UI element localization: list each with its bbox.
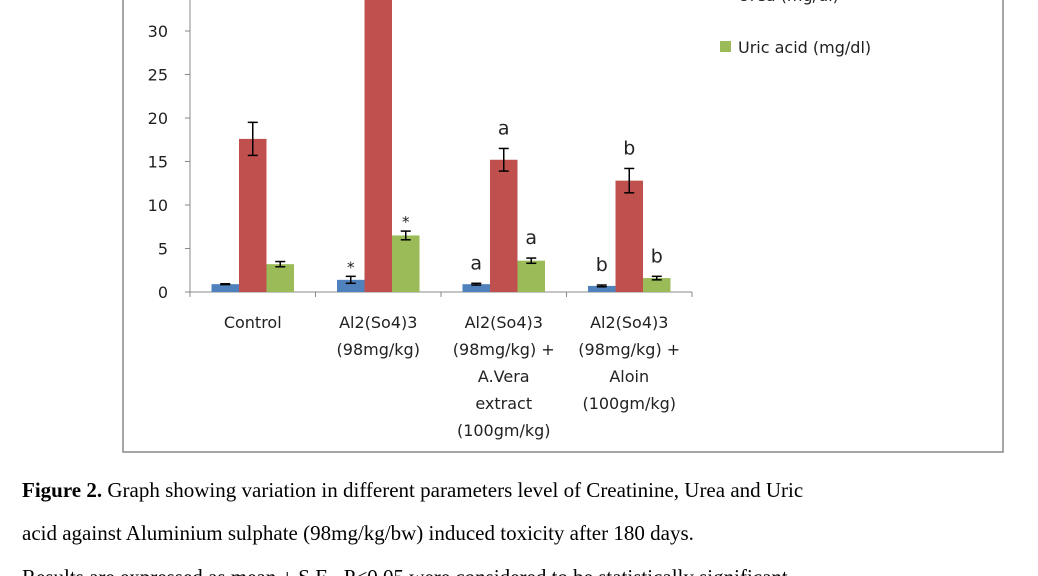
error-bar (624, 167, 635, 194)
x-tick-label: (100gm/kg) (457, 421, 551, 440)
x-tick-label: (98mg/kg) + (453, 340, 555, 359)
y-tick-label: 30 (148, 22, 168, 41)
y-tick-label: 10 (148, 196, 168, 215)
significance-label: * (402, 213, 410, 231)
bar (392, 235, 420, 292)
error-bar (220, 282, 231, 286)
bar (364, 0, 392, 293)
error-bar (247, 121, 258, 157)
y-tick-label: 0 (158, 283, 168, 302)
significance-label: b (623, 137, 635, 159)
x-tick-label: Control (224, 313, 282, 332)
chart-frame (122, 0, 1004, 453)
x-tick-label: Al2(So4)3 (465, 313, 543, 332)
caption-label: Figure 2. (22, 478, 102, 502)
significance-label: * (347, 258, 355, 276)
x-tick-label: (100gm/kg) (582, 394, 676, 413)
y-tick-label: 25 (148, 66, 168, 85)
caption-text: Graph showing variation in different par… (102, 478, 803, 502)
error-bar (400, 230, 411, 241)
bar (462, 284, 490, 292)
caption-line: Results are expressed as mean ± S.E., P<… (22, 565, 788, 576)
legend-swatch (720, 41, 731, 52)
error-bar (345, 275, 356, 285)
bar (517, 260, 545, 292)
error-bar (498, 147, 509, 172)
x-tick-label: A.Vera (478, 367, 530, 386)
y-tick-label: 5 (158, 240, 168, 259)
bar (211, 284, 239, 292)
bar (643, 278, 671, 292)
error-bar (471, 282, 482, 286)
error-bar (526, 257, 537, 265)
bar (239, 138, 267, 292)
significance-label: a (498, 117, 510, 139)
y-tick-label: 20 (148, 109, 168, 128)
significance-label: b (651, 245, 663, 267)
bar (615, 180, 643, 292)
legend-label: Uric acid (mg/dl) (738, 38, 871, 57)
error-bar (651, 275, 662, 281)
error-bar (275, 260, 286, 268)
error-bar (596, 284, 607, 288)
x-tick-label: (98mg/kg) (337, 340, 420, 359)
x-tick-label: Al2(So4)3 (590, 313, 668, 332)
x-tick-label: Aloin (609, 367, 649, 386)
bar (490, 159, 518, 292)
caption-line: Figure 2. Graph showing variation in dif… (22, 478, 803, 502)
bar (266, 264, 294, 292)
significance-label: a (470, 252, 482, 274)
significance-label: a (525, 227, 537, 249)
legend-label: Urea (mg/dl) (738, 0, 839, 5)
x-tick-label: Al2(So4)3 (339, 313, 417, 332)
caption-line: acid against Aluminium sulphate (98mg/kg… (22, 521, 694, 545)
x-tick-label: (98mg/kg) + (578, 340, 680, 359)
bar (337, 279, 365, 292)
bar (588, 285, 616, 292)
x-tick-label: extract (475, 394, 532, 413)
y-tick-label: 15 (148, 153, 168, 172)
significance-label: b (596, 254, 608, 276)
